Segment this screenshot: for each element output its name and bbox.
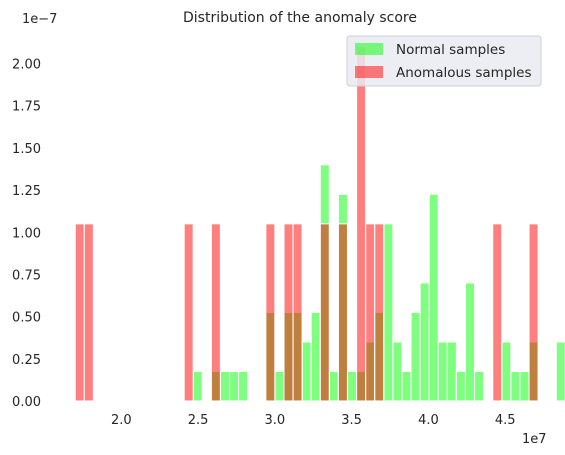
normal-bar [429,194,438,401]
normal-bar [230,371,239,401]
chart-title: Distribution of the anomaly score [183,10,417,26]
normal-bar [239,371,248,401]
normal-bar [393,342,402,401]
normal-bar [220,371,229,401]
legend-swatch-anomalous [355,66,383,78]
normal-bar [475,371,484,401]
x-tick-label: 3.5 [341,413,362,428]
y-axis-offset-label: 1e−7 [22,12,57,27]
y-tick-label: 0.50 [12,311,41,326]
normal-bar [511,371,520,401]
y-tick-label: 1.75 [12,100,41,115]
normal-bar [438,342,447,401]
normal-bar [311,312,320,401]
normal-bar [520,371,529,401]
x-tick-label: 2.5 [188,413,209,428]
anomalous-bar [529,224,538,401]
normal-bar [447,342,456,401]
anomalous-bar [375,224,384,401]
x-axis-offset-label: 1e7 [522,432,547,447]
legend-label-anomalous: Anomalous samples [396,65,531,81]
anomalous-bar [357,47,366,401]
legend: Normal samples Anomalous samples [347,36,541,86]
normal-bar [411,312,420,401]
anomalous-bar [320,224,329,401]
x-tick-label: 2.0 [111,413,132,428]
y-tick-label: 0.00 [12,395,41,410]
anomalous-bar [75,224,84,401]
anomalous-bar [493,224,502,401]
normal-bar [420,283,429,401]
normal-bar [329,371,338,401]
y-tick-label: 0.25 [12,353,41,368]
normal-bar [502,342,511,401]
normal-bar [384,224,393,401]
y-tick-label: 0.75 [12,268,41,283]
x-tick-label: 4.5 [495,413,516,428]
normal-bar [402,371,411,401]
normal-bar [275,371,284,401]
anomalous-bar [338,224,347,401]
x-tick-label: 4.0 [418,413,439,428]
x-tick-label: 3.0 [265,413,286,428]
anomalous-bar [84,224,93,401]
normal-bar [556,342,565,401]
normal-bar [465,283,474,401]
anomalous-bar [184,224,193,401]
normal-bar [348,371,357,401]
anomalous-bar [366,224,375,401]
legend-swatch-normal [355,43,383,55]
legend-label-normal: Normal samples [396,42,505,58]
anomalous-bar [284,224,293,401]
anomalous-bar [266,224,275,401]
normal-bar [302,342,311,401]
y-tick-label: 2.00 [12,58,41,73]
anomalous-bar [293,224,302,401]
normal-bar [456,371,465,401]
y-tick-label: 1.25 [12,184,41,199]
normal-bar [193,371,202,401]
y-tick-label: 1.50 [12,142,41,157]
anomalous-bar [211,224,220,401]
y-axis-ticks: 0.00 0.25 0.50 0.75 1.00 1.25 1.50 1.75 2.00 [12,58,41,411]
y-tick-label: 1.00 [12,226,41,241]
